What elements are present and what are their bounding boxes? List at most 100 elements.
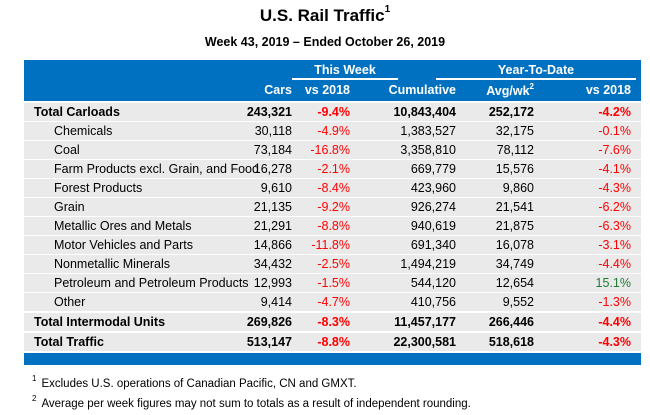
cell-ytd-vs-2018: -0.1% [598, 124, 631, 138]
row-label: Farm Products excl. Grain, and Food [54, 162, 259, 176]
cell-week-vs-2018: -2.1% [317, 162, 350, 176]
cell-cars: 16,278 [253, 162, 292, 176]
cell-ytd-vs-2018: -4.3% [598, 335, 631, 349]
table-row: Other 9,414 -4.7% 410,756 9,552 -1.3% [24, 292, 641, 311]
cell-avg-wk: 78,112 [496, 143, 534, 157]
cell-cumulative: 1,383,527 [400, 124, 456, 138]
cell-ytd-vs-2018: -6.3% [598, 219, 631, 233]
cell-cars: 21,135 [253, 200, 292, 214]
group-underline-this-week [292, 78, 398, 80]
group-header-this-week: This Week [314, 63, 376, 77]
cell-cumulative: 3,358,810 [400, 143, 456, 157]
cell-avg-wk: 21,875 [495, 219, 534, 233]
footnote-ref: 1 [32, 374, 37, 383]
cell-ytd-vs-2018: -4.2% [598, 105, 631, 119]
page-subtitle: Week 43, 2019 – Ended October 26, 2019 [204, 35, 446, 49]
table-row: Motor Vehicles and Parts 14,866 -11.8% 691,… [24, 235, 641, 254]
cell-cars: 269,826 [246, 315, 292, 329]
cell-ytd-vs-2018: -3.1% [598, 238, 631, 252]
cell-cumulative: 410,756 [410, 295, 456, 309]
row-label: Petroleum and Petroleum Products [54, 276, 249, 290]
cell-week-vs-2018: -2.5% [317, 257, 350, 271]
table-row-total: Total Traffic 513,147 -8.8% 22,300,581 518,6… [24, 331, 641, 351]
column-header-avg-wk: Avg/wk2 [486, 82, 534, 99]
cell-week-vs-2018: -8.4% [317, 181, 350, 195]
table-row: Petroleum and Petroleum Products 12,993 -1… [24, 273, 641, 292]
cell-week-vs-2018: -8.8% [317, 335, 350, 349]
footnote-ref: 2 [32, 394, 37, 403]
table-row: Coal 73,184 -16.8% 3,358,810 78,112 -7.6% [24, 140, 641, 159]
cell-cumulative: 940,619 [410, 219, 456, 233]
cell-week-vs-2018: -9.2% [317, 200, 350, 214]
row-label: Metallic Ores and Metals [54, 219, 192, 233]
cell-cumulative: 423,960 [410, 181, 456, 195]
row-label: Chemicals [54, 124, 113, 138]
group-underline-year-to-date [436, 78, 636, 80]
column-header-week-vs-2018: vs 2018 [304, 83, 350, 97]
cell-week-vs-2018: -8.8% [317, 219, 350, 233]
table-body: Total Carloads 243,321 -9.4% 10,843,404 252,… [24, 101, 641, 351]
table-bottom-bar [24, 353, 641, 365]
footnotes: 1 Excludes U.S. operations of Canadian Pa… [32, 374, 471, 415]
title-text: U.S. Rail Traffic [259, 6, 385, 25]
cell-cars: 30,118 [254, 124, 292, 138]
cell-avg-wk: 518,618 [488, 335, 534, 349]
cell-avg-wk: 266,446 [488, 315, 534, 329]
footnote-text: Average per week figures may not sum to … [41, 397, 471, 410]
cell-cumulative: 691,340 [410, 238, 456, 252]
cell-avg-wk: 9,860 [502, 181, 534, 195]
cell-ytd-vs-2018: -4.1% [598, 162, 631, 176]
cell-cars: 9,610 [260, 181, 292, 195]
row-label: Total Traffic [34, 335, 104, 349]
table-row: Forest Products 9,610 -8.4% 423,960 9,860 -4.… [24, 178, 641, 197]
cell-avg-wk: 12,654 [495, 276, 534, 290]
cell-avg-wk: 252,172 [488, 105, 534, 119]
avg-wk-footnote-ref: 2 [529, 82, 534, 91]
row-label: Forest Products [54, 181, 143, 195]
cell-cars: 34,432 [253, 257, 292, 271]
table-row: Metallic Ores and Metals 21,291 -8.8% 940,6… [24, 216, 641, 235]
row-label: Coal [54, 143, 80, 157]
table-row: Farm Products excl. Grain, and Food 16,27… [24, 159, 641, 178]
rail-traffic-table: This Week Year-To-Date Cars vs 2018 Cumu… [24, 60, 641, 365]
cell-week-vs-2018: -9.4% [317, 105, 350, 119]
footnote-text: Excludes U.S. operations of Canadian Pac… [41, 377, 357, 390]
cell-week-vs-2018: -1.5% [317, 276, 350, 290]
column-header-cumulative: Cumulative [388, 83, 456, 97]
avg-wk-label: Avg/wk [486, 84, 530, 99]
column-header-cars: Cars [264, 83, 292, 97]
row-label: Grain [54, 200, 85, 214]
table-row: Grain 21,135 -9.2% 926,274 21,541 -6.2% [24, 197, 641, 216]
cell-ytd-vs-2018: -1.3% [598, 295, 631, 309]
cell-cumulative: 1,494,219 [400, 257, 456, 271]
cell-ytd-vs-2018: -6.2% [598, 200, 631, 214]
row-label: Nonmetallic Minerals [54, 257, 171, 271]
row-label: Other [54, 295, 86, 309]
cell-week-vs-2018: -4.7% [317, 295, 350, 309]
page-title: U.S. Rail Traffic1 [0, 4, 650, 26]
cell-cars: 12,993 [253, 276, 292, 290]
cell-cars: 21,291 [253, 219, 292, 233]
cell-week-vs-2018: -8.3% [317, 315, 350, 329]
cell-avg-wk: 21,541 [495, 200, 534, 214]
cell-cars: 73,184 [253, 143, 292, 157]
cell-cumulative: 22,300,581 [393, 335, 456, 349]
cell-cars: 9,414 [260, 295, 292, 309]
row-label: Total Carloads [34, 105, 120, 119]
cell-avg-wk: 32,175 [495, 124, 534, 138]
table-row-total: Total Carloads 243,321 -9.4% 10,843,404 252,… [24, 101, 641, 121]
cell-avg-wk: 15,576 [495, 162, 534, 176]
cell-ytd-vs-2018: -7.6% [598, 143, 631, 157]
footnote-1: 1 Excludes U.S. operations of Canadian Pa… [32, 374, 471, 395]
cell-cumulative: 10,843,404 [393, 105, 456, 119]
cell-cars: 14,866 [253, 238, 292, 252]
table-row-total: Total Intermodal Units 269,826 -8.3% 11,457… [24, 311, 641, 331]
cell-cumulative: 11,457,177 [394, 315, 456, 329]
cell-week-vs-2018: -11.8% [311, 238, 350, 252]
cell-ytd-vs-2018: -4.3% [598, 181, 631, 195]
table-row: Nonmetallic Minerals 34,432 -2.5% 1,494,219… [24, 254, 641, 273]
cell-ytd-vs-2018: -4.4% [598, 257, 631, 271]
cell-cars: 513,147 [246, 335, 292, 349]
title-footnote-ref: 1 [384, 4, 391, 16]
cell-cumulative: 926,274 [410, 200, 456, 214]
